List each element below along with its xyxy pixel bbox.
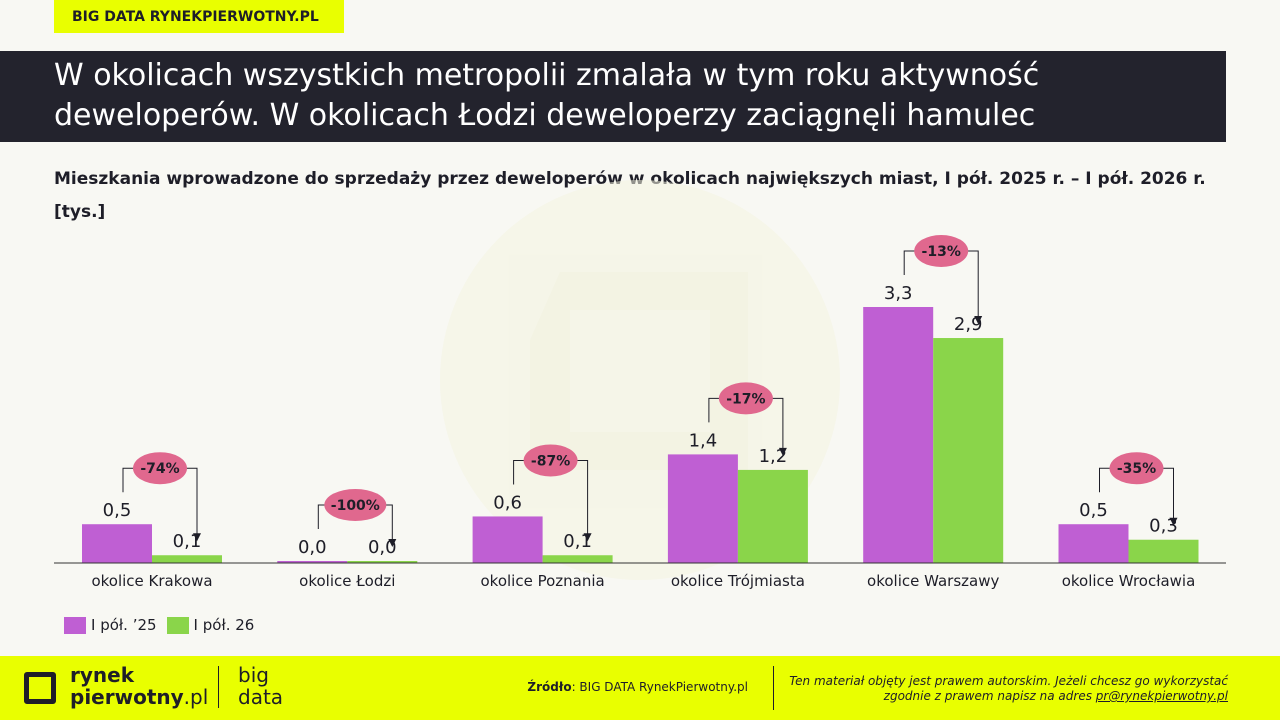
data-label: 0,1 [563,531,592,552]
page-title: W okolicach wszystkich metropolii zmalał… [54,58,1040,133]
bar-2025 [277,561,348,563]
copyright-line1: Ten materiał objęty jest prawem autorski… [789,674,1228,688]
title-bar [0,51,1226,142]
logo-bigdata: big data [238,664,283,708]
logo2-line1: big [238,663,269,687]
bar-2025 [863,307,934,563]
source-label: Źródło [527,680,572,694]
x-tick-label: okolice Warszawy [867,572,999,590]
source-note: Źródło: BIG DATA RynekPierwotny.pl [470,680,748,694]
legend-item-2025: I pół. ’25 [64,616,157,634]
data-label: 0,3 [1149,516,1178,537]
logo-line2: pierwotny.pl [70,686,208,708]
change-arrow-icon [778,447,787,456]
change-pill [718,382,773,415]
data-label: 0,0 [298,537,327,558]
chart-subtitle: Mieszkania wprowadzone do sprzedaży prze… [54,169,1206,222]
x-tick-label: okolice Poznania [480,572,604,590]
legend-label-2025: I pół. ’25 [91,616,157,634]
change-label: -87% [531,453,570,469]
brand-badge: BIG DATA RYNEKPIERWOTNY.PL [54,0,344,33]
data-label: 0,0 [368,537,397,558]
legend-swatch-2026 [166,616,189,634]
change-label: -74% [140,461,179,477]
x-tick-label: okolice Trójmiasta [671,572,805,590]
footer-bar [0,656,1280,720]
change-label: -35% [1117,461,1156,477]
data-label: 2,9 [954,314,983,335]
x-tick-label: okolice Krakowa [91,572,212,590]
bar-2026 [933,338,1004,563]
change-label: -13% [922,244,961,260]
x-tick-label: okolice Łodzi [299,572,395,590]
change-pill [133,452,187,485]
bar-2026 [152,555,222,563]
bar-2025 [82,524,152,563]
bar-2026 [542,555,613,563]
change-pill [914,235,969,267]
legend: I pół. ’25 I pół. 26 [64,616,264,634]
data-label: 0,1 [173,531,202,552]
data-label: 3,3 [884,283,913,304]
data-label: 0,5 [1079,500,1108,521]
data-label: 0,6 [493,492,522,513]
change-arrow-icon [1169,517,1178,526]
copyright-note: Ten materiał objęty jest prawem autorski… [782,674,1228,704]
copyright-email-link[interactable]: pr@rynekpierwotny.pl [1095,689,1228,703]
logo-line2-bold: pierwotny [70,685,184,709]
copyright-line2-text: zgodnie z prawem napisz na adres [883,689,1096,703]
bar-2026 [347,561,418,563]
change-pill [324,489,387,521]
legend-item-2026: I pół. 26 [166,616,255,634]
bar-2026 [1128,539,1199,563]
bar-chart: 0,5 0,1 okolice Krakowa -74% 0,0 0,0 okolice Ł… [54,180,1226,590]
logo2-line2: data [238,685,284,709]
logo-line2-thin: .pl [183,685,209,709]
x-tick-label: okolice Wrocławia [1062,572,1196,590]
change-label: -17% [726,391,765,407]
logo-rynekpierwotny: rynek pierwotny.pl [70,664,208,708]
change-arrow-icon [388,539,397,547]
bar-2026 [737,469,808,563]
data-label: 1,4 [689,430,718,451]
copyright-line2: zgodnie z prawem napisz na adres pr@ryne… [782,689,1228,704]
footer-divider-2 [773,666,774,710]
data-label: 1,2 [759,446,788,467]
change-pill [1109,452,1164,485]
data-label: 0,5 [103,500,132,521]
logo-line1: rynek [70,663,135,687]
legend-swatch-2025 [64,616,86,634]
change-arrow-icon [583,533,592,542]
logo-square-icon [24,672,56,704]
bar-2025 [472,516,543,563]
legend-label-2026: I pół. 26 [193,616,255,634]
footer-divider [218,666,219,708]
change-label: -100% [331,498,380,514]
bar-2025 [1058,524,1129,563]
change-arrow-icon [974,316,983,325]
source-text: : BIG DATA RynekPierwotny.pl [571,680,748,694]
change-arrow-icon [193,533,201,542]
change-pill [523,444,578,477]
bar-2025 [667,454,738,563]
